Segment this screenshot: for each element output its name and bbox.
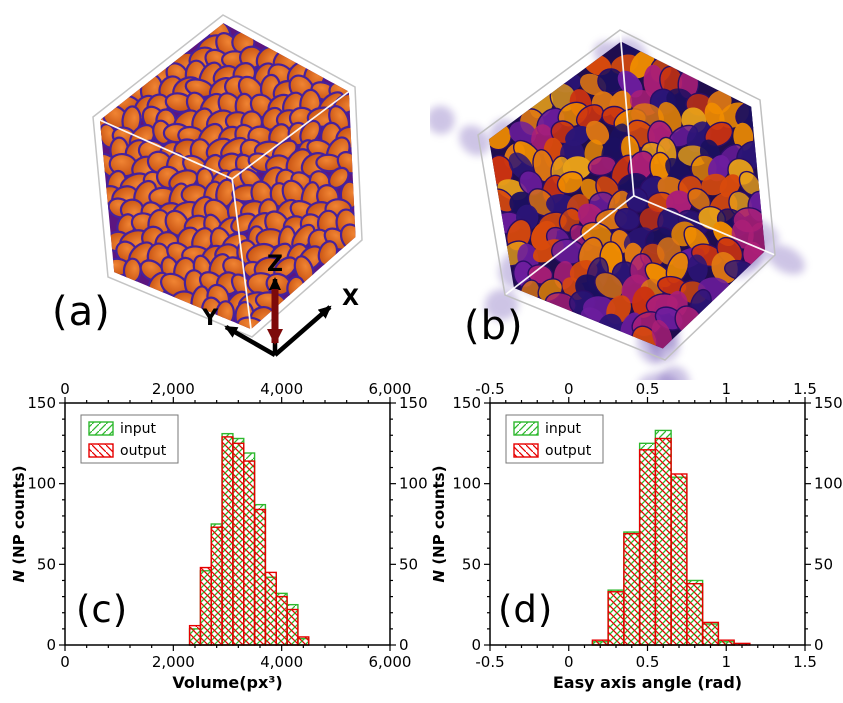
svg-text:0.5: 0.5 xyxy=(636,382,660,398)
panel-c-histogram: 0 0 2,000 2,000 4,000 4,000 6,000 6,000 0 0 50 50 10… xyxy=(8,380,428,699)
svg-text:0: 0 xyxy=(471,636,481,654)
nanoparticles xyxy=(488,41,766,349)
output-bar xyxy=(199,566,212,646)
bars xyxy=(591,429,751,646)
svg-text:1: 1 xyxy=(721,653,731,671)
output-bar xyxy=(297,636,310,646)
cube-front-edges xyxy=(92,86,356,338)
input-legend-swatch xyxy=(513,421,539,436)
svg-text:-0.5: -0.5 xyxy=(475,653,504,671)
output-bar xyxy=(623,532,641,646)
svg-text:150: 150 xyxy=(452,394,481,412)
output-bar xyxy=(210,526,223,646)
output-bar xyxy=(275,595,288,646)
panel-b-3d-render: (b) xyxy=(426,5,830,403)
x-axis-arrow xyxy=(273,305,332,357)
output-legend-swatch xyxy=(88,443,114,458)
svg-text:50: 50 xyxy=(399,555,418,573)
output-bar xyxy=(607,591,625,646)
panel-d-histogram: -0.5 -0.5 0 0 0.5 0.5 1 1 1.5 1.5 0 0 50 50 100 100 150 1… xyxy=(428,380,843,699)
svg-text:50: 50 xyxy=(37,555,56,573)
svg-text:50: 50 xyxy=(814,555,833,573)
cube-wireframe xyxy=(92,14,363,338)
output-bar xyxy=(670,473,688,646)
output-bar xyxy=(286,608,299,646)
output-bar xyxy=(221,436,234,646)
output-bar xyxy=(264,571,277,646)
axis-triad: Z X Y xyxy=(201,252,359,357)
svg-text:0.5: 0.5 xyxy=(636,653,660,671)
cube-front-edges xyxy=(504,29,776,296)
input-legend-label: input xyxy=(545,421,582,437)
svg-text:6,000: 6,000 xyxy=(369,382,412,398)
panel-d-label: (d) xyxy=(498,588,554,631)
svg-text:100: 100 xyxy=(814,475,843,493)
legend: input output xyxy=(505,414,604,464)
svg-text:0: 0 xyxy=(564,653,574,671)
bars xyxy=(188,432,310,646)
svg-text:0: 0 xyxy=(60,382,70,398)
plot-frame xyxy=(489,402,806,646)
svg-text:1: 1 xyxy=(721,382,731,398)
svg-text:2,000: 2,000 xyxy=(152,653,195,671)
panel-c-label: (c) xyxy=(76,588,129,631)
output-bar xyxy=(188,624,202,646)
input-legend-label: input xyxy=(120,421,157,437)
plot-frame xyxy=(64,402,391,646)
input-legend-swatch xyxy=(88,421,114,436)
svg-text:2,000: 2,000 xyxy=(152,382,195,398)
cube-wireframe xyxy=(477,29,776,361)
output-bar xyxy=(654,437,672,646)
y-axis-title: N (NP counts) xyxy=(430,466,448,583)
output-bar xyxy=(243,460,256,646)
legend: input output xyxy=(80,414,179,464)
output-bar xyxy=(701,621,720,646)
output-legend-swatch xyxy=(513,443,539,458)
svg-text:1.5: 1.5 xyxy=(793,382,817,398)
z-axis-label: Z xyxy=(267,252,283,277)
svg-text:4,000: 4,000 xyxy=(260,382,303,398)
svg-text:100: 100 xyxy=(452,475,481,493)
svg-text:0: 0 xyxy=(46,636,56,654)
svg-text:4,000: 4,000 xyxy=(260,653,303,671)
y-axis-title: N (NP counts) xyxy=(10,466,28,583)
svg-text:100: 100 xyxy=(399,475,428,493)
nanoparticles xyxy=(99,23,356,330)
svg-text:0: 0 xyxy=(814,636,824,654)
x-axis-title: Easy axis angle (rad) xyxy=(553,673,742,692)
output-bar xyxy=(232,442,245,646)
svg-text:150: 150 xyxy=(399,394,428,412)
y-axis-label: Y xyxy=(201,306,219,331)
panel-a-3d-render: Z X Y (a) xyxy=(30,5,410,380)
x-axis-title: Volume(px³) xyxy=(172,673,282,692)
svg-text:0: 0 xyxy=(564,382,574,398)
output-legend-label: output xyxy=(545,443,592,459)
panel-a-label: (a) xyxy=(52,289,111,335)
y-axis-arrow xyxy=(224,325,277,357)
panel-b-label: (b) xyxy=(464,303,524,349)
output-bar xyxy=(253,508,267,646)
output-bar xyxy=(686,582,704,646)
svg-text:0: 0 xyxy=(399,636,409,654)
svg-text:50: 50 xyxy=(462,555,481,573)
x-axis-label: X xyxy=(342,286,359,311)
svg-text:0: 0 xyxy=(60,653,70,671)
output-bar xyxy=(638,449,657,646)
output-legend-label: output xyxy=(120,443,167,459)
panel-a-particle-cube-render: Z X Y xyxy=(92,14,363,357)
panel-b-particle-cube-render xyxy=(426,29,805,403)
svg-text:1.5: 1.5 xyxy=(793,653,817,671)
svg-text:100: 100 xyxy=(27,475,56,493)
svg-text:150: 150 xyxy=(814,394,843,412)
svg-text:-0.5: -0.5 xyxy=(475,382,504,398)
svg-text:150: 150 xyxy=(27,394,56,412)
svg-text:6,000: 6,000 xyxy=(369,653,412,671)
